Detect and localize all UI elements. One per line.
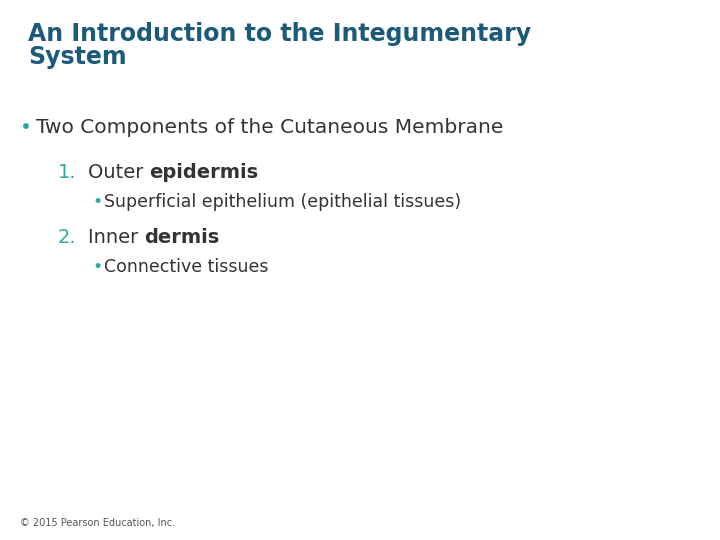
Text: dermis: dermis [145,228,220,247]
Text: •: • [92,193,102,211]
Text: Outer: Outer [88,163,150,182]
Text: 2.: 2. [58,228,76,247]
Text: Connective tissues: Connective tissues [104,258,269,276]
Text: System: System [28,45,127,69]
Text: •: • [92,258,102,276]
Text: epidermis: epidermis [150,163,258,182]
Text: Inner: Inner [88,228,145,247]
Text: Superficial epithelium (epithelial tissues): Superficial epithelium (epithelial tissu… [104,193,461,211]
Text: An Introduction to the Integumentary: An Introduction to the Integumentary [28,22,531,46]
Text: •: • [20,118,32,137]
Text: 1.: 1. [58,163,76,182]
Text: Two Components of the Cutaneous Membrane: Two Components of the Cutaneous Membrane [36,118,503,137]
Text: © 2015 Pearson Education, Inc.: © 2015 Pearson Education, Inc. [20,518,175,528]
